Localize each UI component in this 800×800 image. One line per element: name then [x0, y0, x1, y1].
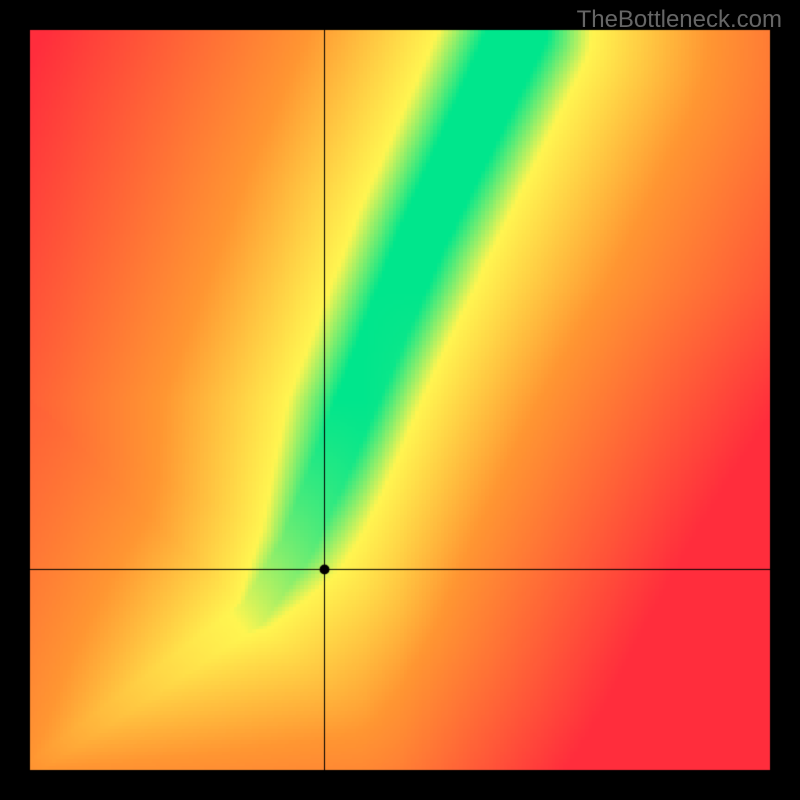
watermark-text: TheBottleneck.com — [577, 6, 782, 34]
chart-container: TheBottleneck.com — [0, 0, 800, 800]
heatmap-canvas — [0, 0, 800, 800]
